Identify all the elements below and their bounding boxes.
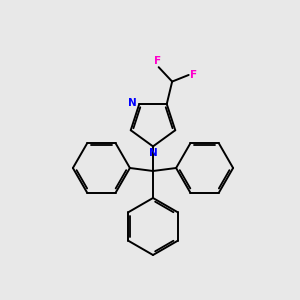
Text: N: N [148, 148, 158, 158]
Text: F: F [154, 56, 161, 66]
Text: F: F [190, 70, 197, 80]
Text: N: N [128, 98, 137, 109]
